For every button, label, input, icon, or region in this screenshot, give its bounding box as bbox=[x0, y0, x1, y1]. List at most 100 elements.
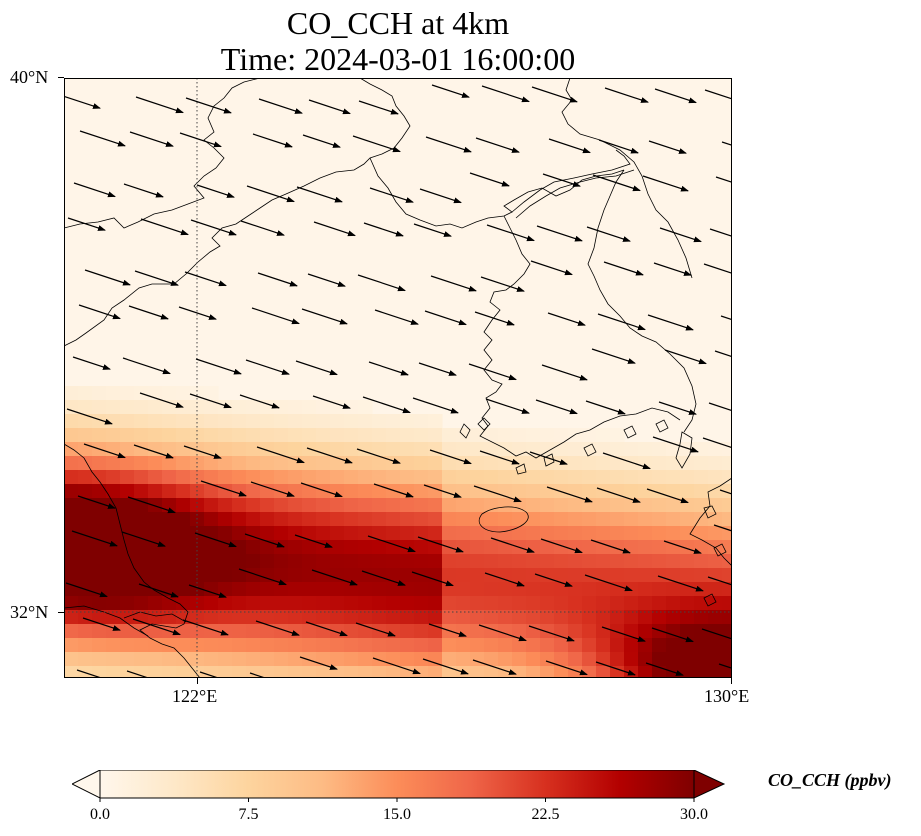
wind-vector bbox=[481, 85, 530, 103]
colorbar bbox=[72, 770, 726, 802]
colorbar-tick-label: 15.0 bbox=[383, 806, 411, 823]
wind-vector bbox=[703, 263, 732, 274]
wind-vector bbox=[429, 449, 472, 465]
wind-vector bbox=[536, 225, 583, 242]
wind-vector bbox=[249, 672, 268, 678]
colorbar-tick-label: 22.5 bbox=[531, 806, 560, 823]
map-canvas bbox=[64, 78, 732, 678]
wind-vector bbox=[256, 446, 305, 464]
wind-vector bbox=[196, 184, 235, 198]
wind-vector bbox=[128, 305, 169, 320]
wind-vector bbox=[704, 89, 732, 100]
wind-vector bbox=[708, 402, 732, 412]
wind-vector bbox=[139, 392, 184, 408]
wind-vector bbox=[658, 401, 697, 415]
wind-vector bbox=[195, 358, 242, 375]
wind-vector bbox=[654, 88, 697, 104]
wind-vector bbox=[540, 538, 583, 554]
wind-vector bbox=[474, 311, 515, 326]
wind-vector bbox=[134, 270, 179, 286]
wind-vector bbox=[308, 99, 351, 115]
wind-vector bbox=[664, 349, 707, 365]
wind-vector bbox=[133, 444, 174, 459]
wind-vector bbox=[71, 530, 118, 547]
wind-vector bbox=[239, 394, 280, 409]
wind-vector bbox=[478, 624, 527, 642]
wind-vector bbox=[184, 271, 227, 287]
wind-vector bbox=[367, 535, 416, 553]
wind-vector bbox=[295, 360, 338, 376]
wind-vector bbox=[129, 131, 174, 147]
colorbar-body bbox=[99, 770, 695, 799]
wind-vector bbox=[541, 364, 588, 381]
colorbar-extend-max bbox=[693, 770, 726, 799]
wind-vector bbox=[355, 622, 396, 637]
wind-vector bbox=[255, 620, 300, 636]
wind-vector bbox=[140, 218, 189, 236]
wind-vector bbox=[296, 186, 343, 203]
wind-vector bbox=[190, 219, 237, 236]
wind-vector bbox=[473, 485, 522, 503]
wind-vector bbox=[528, 625, 575, 642]
wind-vector bbox=[312, 395, 351, 409]
wind-vector bbox=[651, 627, 694, 643]
wind-vector bbox=[250, 481, 295, 497]
wind-vector bbox=[373, 483, 414, 498]
wind-vector bbox=[702, 437, 732, 449]
wind-vector bbox=[422, 658, 469, 675]
wind-vector bbox=[299, 656, 338, 670]
wind-vector bbox=[357, 274, 406, 292]
wind-vector bbox=[484, 572, 525, 587]
wind-vector bbox=[424, 310, 467, 326]
wind-vector bbox=[372, 657, 421, 675]
wind-vector bbox=[179, 132, 222, 148]
wind-vector bbox=[428, 623, 467, 637]
wind-vector bbox=[480, 276, 525, 292]
wind-vector bbox=[84, 269, 131, 286]
wind-vector bbox=[246, 185, 295, 203]
wind-vector bbox=[417, 536, 464, 553]
wind-vector bbox=[586, 226, 631, 242]
wind-vector bbox=[188, 584, 227, 598]
wind-vector bbox=[300, 482, 343, 498]
wind-vector bbox=[485, 398, 530, 414]
wind-vector bbox=[73, 182, 116, 198]
wind-vector bbox=[657, 575, 704, 592]
wind-vector bbox=[648, 140, 687, 154]
wind-vector bbox=[374, 309, 419, 325]
lat-tick-label-32: 32°N bbox=[10, 602, 49, 622]
wind-vector bbox=[720, 315, 732, 321]
wind-vector bbox=[591, 348, 636, 364]
wind-vector bbox=[358, 100, 399, 115]
wind-vector bbox=[701, 628, 732, 640]
wind-vector bbox=[199, 671, 221, 678]
wind-vector bbox=[486, 224, 535, 242]
wind-vector bbox=[596, 487, 641, 503]
wind-vector bbox=[252, 133, 293, 148]
wind-vectors bbox=[64, 84, 732, 678]
wind-vector bbox=[715, 176, 732, 183]
wind-vector bbox=[64, 95, 101, 109]
wind-vector bbox=[257, 272, 298, 287]
wind-vector bbox=[258, 98, 303, 114]
wind-vector bbox=[653, 262, 692, 276]
wind-vector bbox=[183, 445, 222, 459]
colorbar-title: CO_CCH (ppbv) bbox=[768, 770, 892, 790]
wind-vector bbox=[418, 362, 457, 376]
concentration-field bbox=[64, 386, 732, 678]
lat-tick-label-40: 40°N bbox=[10, 67, 49, 87]
wind-vector bbox=[602, 452, 651, 470]
wind-vector bbox=[713, 524, 732, 532]
colorbar-extend-min bbox=[72, 770, 101, 799]
wind-vector bbox=[82, 617, 121, 631]
wind-vector bbox=[530, 260, 573, 276]
wind-vector bbox=[194, 532, 237, 548]
lon-tick-label-130: 130°E bbox=[704, 686, 750, 706]
wind-vector bbox=[709, 228, 732, 237]
wind-vector bbox=[479, 450, 520, 465]
wind-vector bbox=[138, 583, 179, 598]
wind-vector bbox=[182, 619, 229, 636]
wind-vector bbox=[127, 496, 176, 514]
lat-tick-mark-32 bbox=[58, 612, 64, 613]
wind-vector bbox=[302, 134, 341, 148]
